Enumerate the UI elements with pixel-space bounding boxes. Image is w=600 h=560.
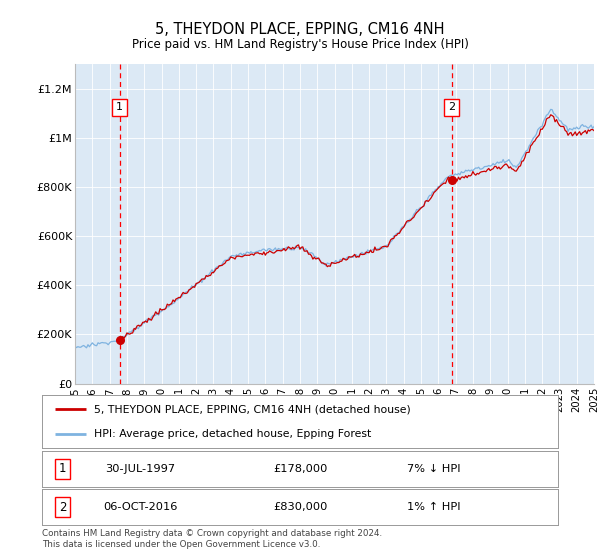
Text: 06-OCT-2016: 06-OCT-2016 [103,502,177,512]
Text: 1: 1 [116,102,123,113]
Text: Price paid vs. HM Land Registry's House Price Index (HPI): Price paid vs. HM Land Registry's House … [131,38,469,50]
Text: 2: 2 [59,501,67,514]
Text: 30-JUL-1997: 30-JUL-1997 [105,464,175,474]
Text: 1: 1 [59,463,67,475]
Text: Contains HM Land Registry data © Crown copyright and database right 2024.
This d: Contains HM Land Registry data © Crown c… [42,529,382,549]
Text: £178,000: £178,000 [273,464,327,474]
Text: 5, THEYDON PLACE, EPPING, CM16 4NH: 5, THEYDON PLACE, EPPING, CM16 4NH [155,22,445,38]
Text: 5, THEYDON PLACE, EPPING, CM16 4NH (detached house): 5, THEYDON PLACE, EPPING, CM16 4NH (deta… [94,404,410,414]
Text: 2: 2 [448,102,455,113]
Text: 1% ↑ HPI: 1% ↑ HPI [407,502,461,512]
Text: HPI: Average price, detached house, Epping Forest: HPI: Average price, detached house, Eppi… [94,428,371,438]
Text: £830,000: £830,000 [273,502,327,512]
Text: 7% ↓ HPI: 7% ↓ HPI [407,464,461,474]
